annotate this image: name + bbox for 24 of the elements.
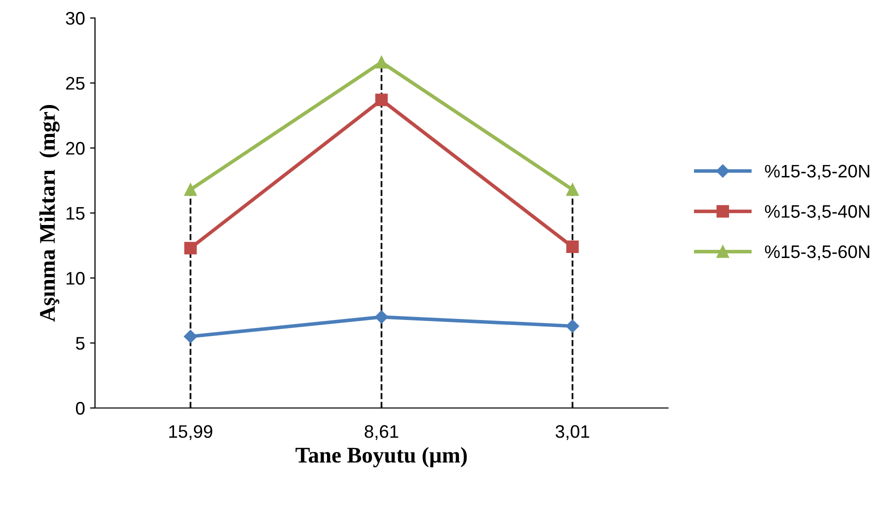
point bbox=[566, 320, 580, 333]
point bbox=[566, 240, 579, 254]
y-tick-label: 30 bbox=[66, 12, 85, 25]
x-tick-label: 15,99 bbox=[169, 425, 212, 440]
y-tick-label: 15 bbox=[66, 207, 85, 220]
x-tick-label: 8,61 bbox=[364, 425, 398, 440]
point bbox=[375, 56, 388, 68]
y-tick-label: 25 bbox=[66, 76, 85, 90]
x-axis-title: Tane Boyutu (µm) bbox=[296, 447, 467, 468]
y-axis-title: Aşınma Miktarı (mgr) bbox=[39, 105, 60, 322]
y-tick-label: 10 bbox=[66, 272, 85, 285]
point bbox=[375, 94, 388, 106]
point bbox=[184, 242, 197, 254]
point bbox=[566, 183, 579, 196]
y-tick-label: 5 bbox=[76, 337, 85, 350]
legend-label: %15-3,5-20N bbox=[764, 164, 870, 180]
x-tick-label: 3,01 bbox=[556, 425, 590, 440]
y-tick-label: 20 bbox=[66, 142, 85, 155]
y-tick-label: 0 bbox=[76, 402, 85, 415]
legend-label: %15-3,5-60N bbox=[764, 245, 870, 260]
point bbox=[374, 310, 388, 324]
point bbox=[184, 330, 198, 344]
point bbox=[184, 183, 197, 196]
legend-label: %15-3,5-40N bbox=[764, 205, 870, 220]
